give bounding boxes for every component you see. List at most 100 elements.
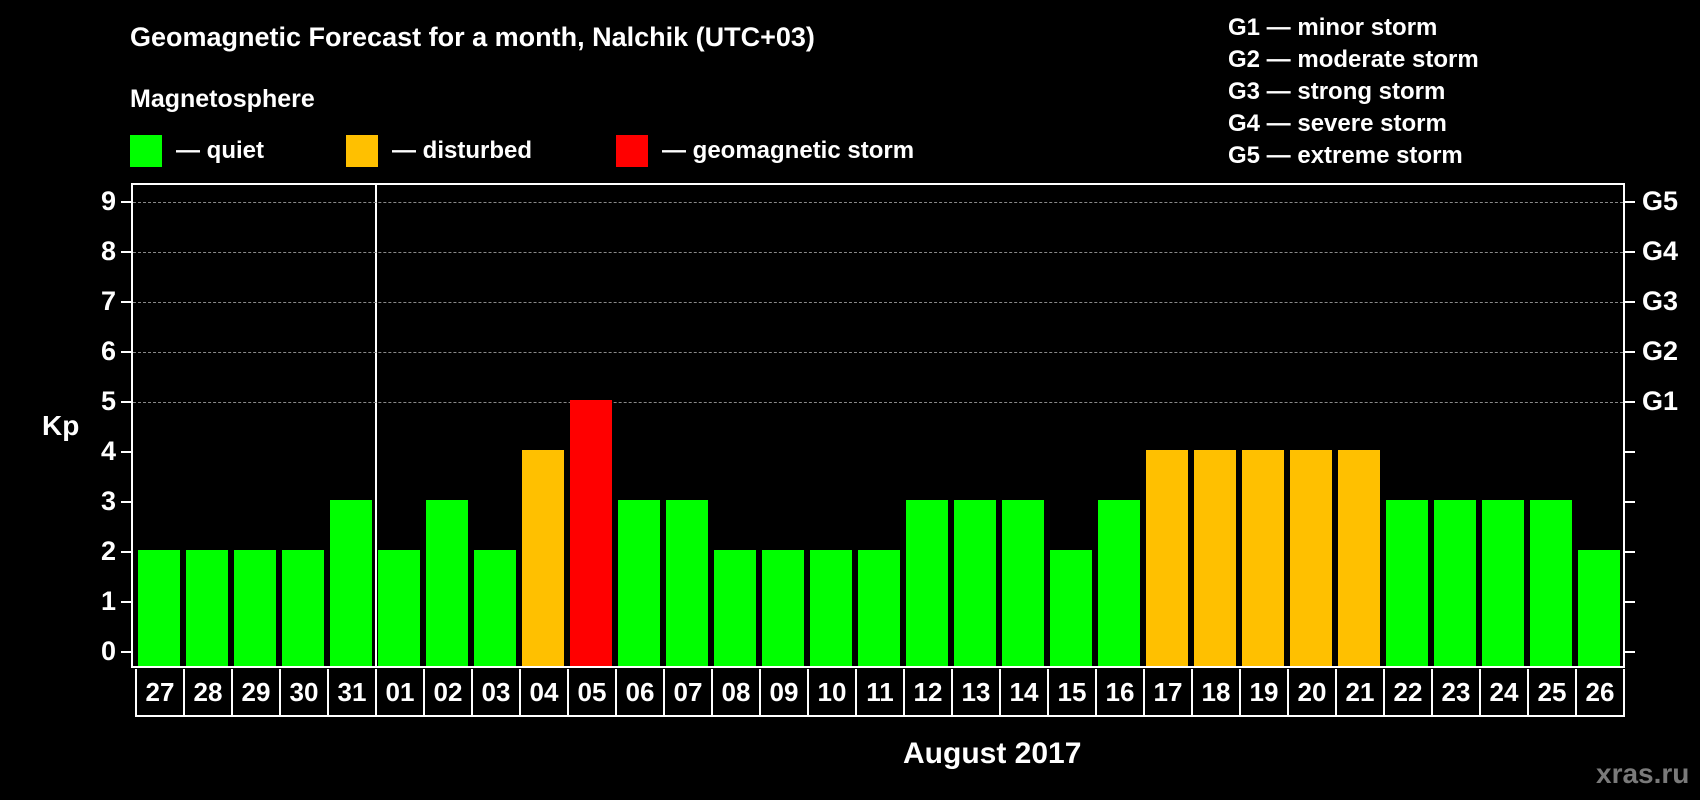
y-tick-label: 2 [100,536,116,566]
quiet-swatch [130,135,162,167]
storm-scale-g4: G4 — severe storm [1228,110,1447,137]
bar-18 [1194,450,1236,666]
date-cell: 24 [1481,669,1529,715]
bar-24 [1482,500,1524,666]
right-tick [1625,601,1635,603]
right-tick [1625,501,1635,503]
bar-26 [1578,550,1620,666]
legend-disturbed: — disturbed [346,135,532,167]
bar-12 [906,500,948,666]
date-cell: 03 [473,669,521,715]
bar-14 [1002,500,1044,666]
gridline-7 [133,302,1623,303]
date-cell: 22 [1385,669,1433,715]
bar-17 [1146,450,1188,666]
y-tick-label: 6 [100,336,116,366]
legend-heading: Magnetosphere [130,85,315,113]
date-cell: 11 [857,669,905,715]
date-cell: 10 [809,669,857,715]
date-cell: 13 [953,669,1001,715]
date-cell: 21 [1337,669,1385,715]
right-tick [1625,551,1635,553]
legend-quiet: — quiet [130,135,264,167]
y-tick [121,301,131,303]
legend-storm: — geomagnetic storm [616,135,914,167]
date-cell: 05 [569,669,617,715]
y-tick-label: 0 [100,636,116,666]
legend-label-disturbed: — disturbed [392,137,533,164]
date-cell: 02 [425,669,473,715]
date-cell: 27 [137,669,185,715]
right-tick [1625,451,1635,453]
right-tick [1625,351,1635,353]
bar-22 [1386,500,1428,666]
storm-swatch [616,135,648,167]
bar-29 [234,550,276,666]
y-tick [121,601,131,603]
date-cell: 07 [665,669,713,715]
y-tick [121,651,131,653]
disturbed-swatch [346,135,378,167]
y-axis-label: Kp [42,410,80,441]
date-cell: 18 [1193,669,1241,715]
storm-scale-g1: G1 — minor storm [1228,14,1438,41]
y-tick-label: 8 [100,236,116,266]
gridline-9 [133,202,1623,203]
bar-10 [810,550,852,666]
storm-scale-g3: G3 — strong storm [1228,78,1446,105]
bar-07 [666,500,708,666]
bar-21 [1338,450,1380,666]
bar-25 [1530,500,1572,666]
y-tick-label: 1 [100,586,116,616]
y-tick [121,551,131,553]
bar-16 [1098,500,1140,666]
date-cell: 26 [1577,669,1625,715]
date-cell: 12 [905,669,953,715]
storm-scale-g2: G2 — moderate storm [1228,46,1479,73]
date-cell: 08 [713,669,761,715]
month-divider [375,185,377,666]
x-axis-label: August 2017 [903,737,1082,770]
legend-label-storm: — geomagnetic storm [662,137,915,164]
plot-area [131,183,1625,668]
g-level-label: G3 [1642,286,1679,316]
g-level-label: G4 [1642,236,1679,266]
g-level-label: G5 [1642,186,1679,216]
date-cell: 25 [1529,669,1577,715]
bar-11 [858,550,900,666]
bar-13 [954,500,996,666]
date-cell: 30 [281,669,329,715]
date-cell: 20 [1289,669,1337,715]
date-cell: 09 [761,669,809,715]
gridline-6 [133,352,1623,353]
bar-04 [522,450,564,666]
bar-19 [1242,450,1284,666]
bar-20 [1290,450,1332,666]
date-cell: 14 [1001,669,1049,715]
bar-03 [474,550,516,666]
date-cell: 15 [1049,669,1097,715]
date-cell: 19 [1241,669,1289,715]
right-tick [1625,251,1635,253]
date-cell: 01 [377,669,425,715]
g-level-label: G2 [1642,336,1679,366]
right-tick [1625,651,1635,653]
gridline-8 [133,252,1623,253]
y-tick [121,451,131,453]
y-tick [121,401,131,403]
bar-08 [714,550,756,666]
g-level-label: G1 [1642,386,1679,416]
y-tick-label: 9 [100,186,116,216]
chart-title: Geomagnetic Forecast for a month, Nalchi… [130,22,815,52]
bar-05 [570,400,612,666]
bar-30 [282,550,324,666]
watermark: xras.ru [1596,758,1690,789]
y-tick [121,501,131,503]
bar-28 [186,550,228,666]
bar-27 [138,550,180,666]
date-cell: 04 [521,669,569,715]
y-tick [121,201,131,203]
date-cell: 28 [185,669,233,715]
bar-09 [762,550,804,666]
right-tick [1625,301,1635,303]
